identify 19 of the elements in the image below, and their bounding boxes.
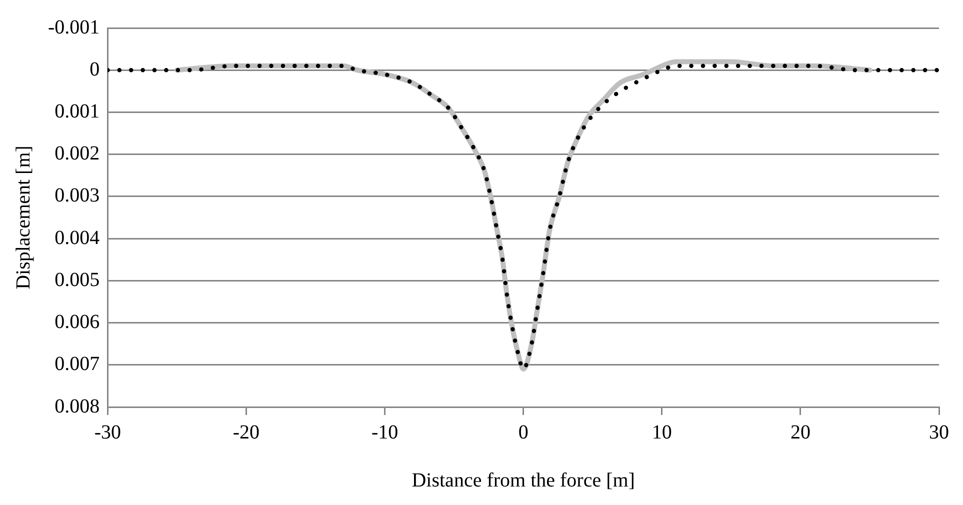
y-tick-label: -0.001 bbox=[48, 16, 100, 38]
x-axis-title: Distance from the force [m] bbox=[412, 469, 635, 492]
y-tick-label: 0.003 bbox=[54, 184, 100, 207]
y-tick-label: 0.008 bbox=[54, 395, 100, 418]
x-tick-label: -20 bbox=[232, 421, 260, 444]
x-tick-label: 30 bbox=[929, 421, 949, 444]
y-tick-label: 0 bbox=[90, 58, 100, 80]
y-tick-label: 0.004 bbox=[54, 226, 100, 249]
y-tick-label: 0.007 bbox=[54, 353, 100, 376]
y-axis-title: Displacement [m] bbox=[12, 146, 34, 290]
x-tick-label: 0 bbox=[518, 421, 528, 444]
x-tick-label: 20 bbox=[790, 421, 810, 444]
x-tick-label: 10 bbox=[652, 421, 672, 444]
y-tick-label: 0.001 bbox=[54, 100, 100, 122]
x-tick-label: -10 bbox=[371, 421, 398, 444]
y-tick-label: 0.006 bbox=[54, 311, 100, 334]
y-tick-label: 0.002 bbox=[54, 142, 100, 165]
y-tick-label: 0.005 bbox=[54, 268, 100, 291]
x-tick-label: -30 bbox=[94, 421, 121, 444]
